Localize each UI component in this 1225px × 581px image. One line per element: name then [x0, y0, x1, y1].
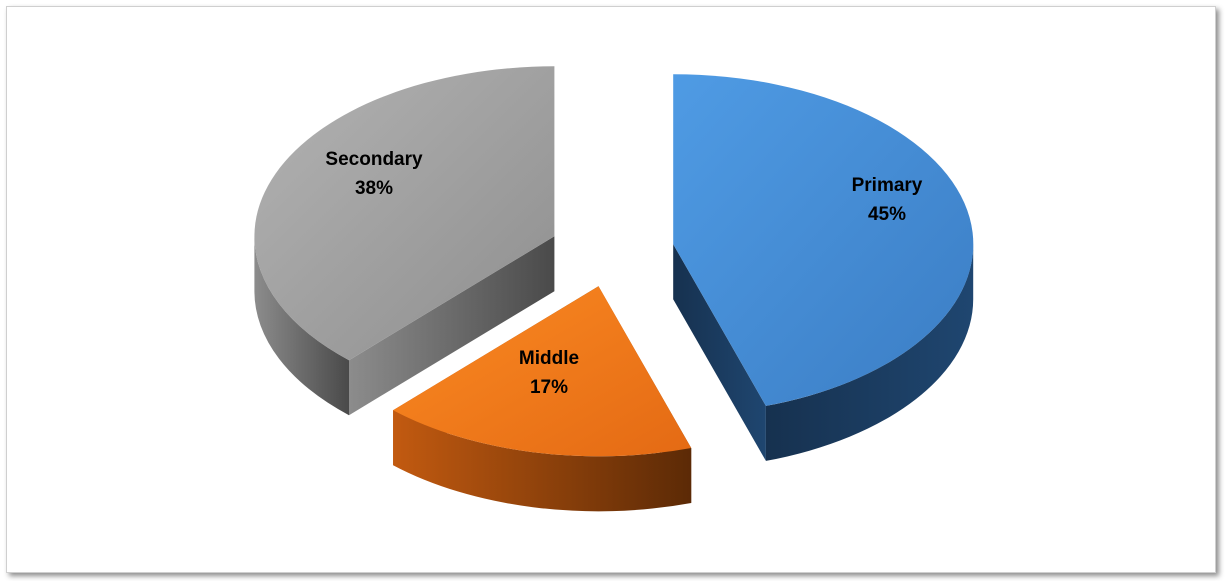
slice-label-middle: Middle: [519, 348, 579, 369]
slice-middle: [393, 286, 692, 512]
slice-top-middle: [393, 286, 692, 457]
slice-side-middle: [393, 410, 692, 512]
slice-value-secondary: 38%: [355, 178, 393, 199]
slice-primary: [673, 74, 974, 461]
slice-label-secondary: Secondary: [325, 149, 423, 170]
slice-value-primary: 45%: [868, 204, 906, 225]
slice-label-primary: Primary: [852, 175, 923, 196]
slice-wall-primary-1: [673, 244, 766, 461]
slice-wall-secondary-0: [349, 236, 555, 416]
slice-top-primary: [673, 74, 974, 406]
slice-side-secondary: [254, 236, 349, 416]
slice-secondary: [254, 66, 555, 416]
slice-value-middle: 17%: [530, 377, 568, 398]
slice-side-primary: [765, 244, 974, 461]
slice-top-secondary: [254, 66, 555, 361]
